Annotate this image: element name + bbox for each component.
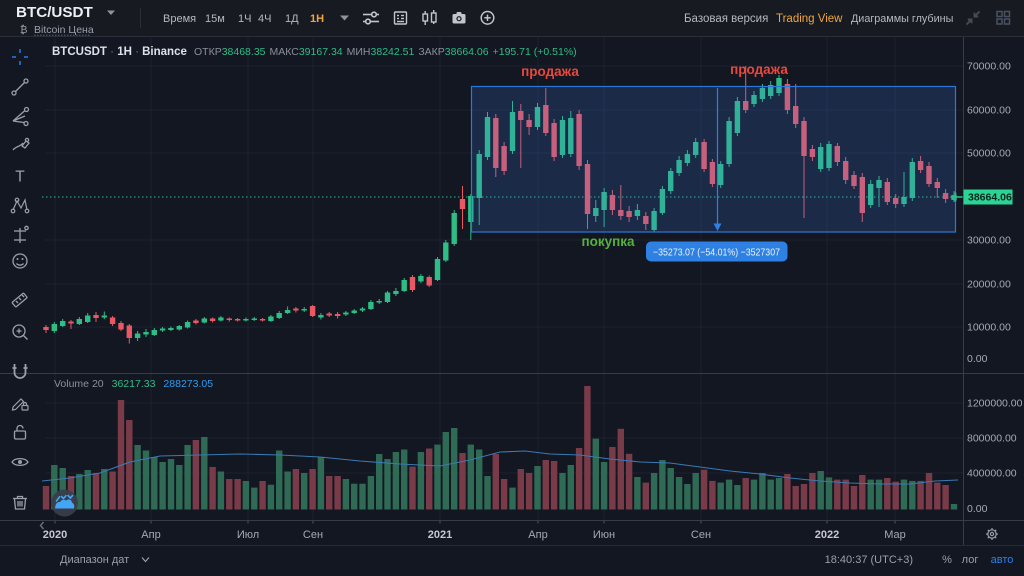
svg-text:продажа: продажа [521,64,579,79]
svg-text:2022: 2022 [815,529,839,541]
svg-text:Июл: Июл [237,529,259,541]
svg-text:400000.00: 400000.00 [967,468,1017,480]
svg-text:Диаграммы глубины: Диаграммы глубины [851,13,954,25]
svg-text:Базовая версия: Базовая версия [684,13,768,25]
svg-text:15м: 15м [205,13,225,25]
svg-text:10000.00: 10000.00 [967,322,1011,334]
svg-text:Сен: Сен [303,529,323,541]
svg-text:BTC/USDT: BTC/USDT [16,4,93,21]
svg-text:1Н: 1Н [310,13,324,25]
svg-text:70000.00: 70000.00 [967,61,1011,73]
svg-text:авто: авто [991,554,1014,566]
svg-text:Июн: Июн [593,529,615,541]
svg-text:0.00: 0.00 [967,503,988,515]
svg-text:60000.00: 60000.00 [967,105,1011,117]
svg-text:4Ч: 4Ч [258,13,271,25]
svg-text:Апр: Апр [528,529,547,541]
svg-text:%: % [942,554,952,566]
svg-text:лог: лог [962,554,979,566]
svg-text:Апр: Апр [141,529,160,541]
svg-text:1200000.00: 1200000.00 [967,398,1023,410]
svg-text:0.00: 0.00 [967,353,988,365]
svg-text:38664.06: 38664.06 [968,192,1012,204]
svg-text:18:40:37 (UTC+3): 18:40:37 (UTC+3) [825,554,913,566]
svg-text:1Д: 1Д [285,13,299,25]
svg-text:800000.00: 800000.00 [967,433,1017,445]
svg-text:продажа: продажа [730,62,788,77]
svg-text:Мар: Мар [884,529,906,541]
svg-text:50000.00: 50000.00 [967,148,1011,160]
svg-text:Сен: Сен [691,529,711,541]
svg-text:−35273.07 (−54.01%) −3527307: −35273.07 (−54.01%) −3527307 [653,247,780,259]
svg-text:20000.00: 20000.00 [967,279,1011,291]
svg-text:2021: 2021 [428,529,452,541]
svg-text:Время: Время [163,13,196,25]
svg-text:1Ч: 1Ч [238,13,251,25]
svg-text:Диапазон дат: Диапазон дат [60,554,129,566]
svg-text:Trading View: Trading View [776,13,843,25]
svg-text:T: T [15,169,25,186]
svg-text:₿: ₿ [20,24,27,36]
svg-text:30000.00: 30000.00 [967,235,1011,247]
svg-text:2020: 2020 [43,529,67,541]
svg-text:покупка: покупка [581,234,635,249]
svg-text:BTCUSDT · 1H · Binance: BTCUSDT · 1H · Binance [52,46,187,58]
svg-text:Bitcoin Цена: Bitcoin Цена [34,24,94,36]
